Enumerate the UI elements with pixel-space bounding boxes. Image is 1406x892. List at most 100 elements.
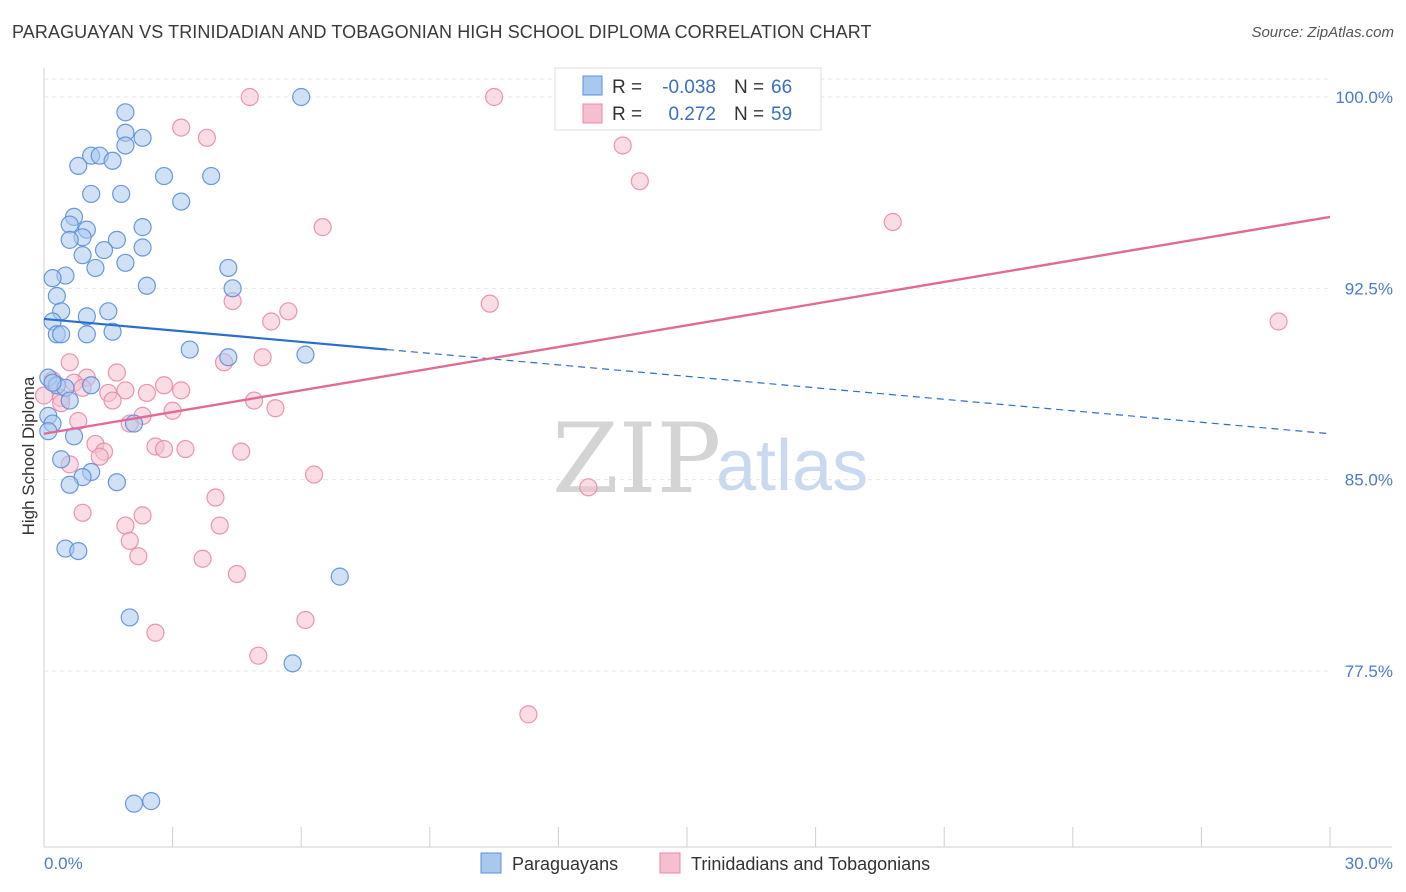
- y-tick-label-3: 77.5%: [1345, 662, 1393, 681]
- watermark-zip: ZIP: [552, 403, 721, 515]
- paraguayan-point-25: [86, 258, 105, 278]
- paraguayan-point-21: [133, 238, 152, 257]
- paraguayan-point-59: [69, 541, 88, 561]
- legend-n-value-blue: 66: [771, 77, 792, 98]
- stats-legend: R = -0.038 N = 66 R = 0.272 N = 59: [554, 67, 822, 131]
- trinidadian-point-1: [485, 87, 504, 107]
- paraguayan-point-23: [73, 246, 92, 265]
- paraguayan-point-61: [120, 608, 139, 627]
- data-points: [34, 87, 1288, 813]
- paraguayan-point-19: [107, 230, 126, 249]
- legend-r-label-blue: R =: [612, 77, 642, 98]
- trinidadian-point-45: [579, 478, 598, 497]
- paraguayan-point-42: [219, 348, 238, 367]
- trinidadian-point-44: [304, 465, 324, 484]
- y-tick-label-0: 100.0%: [1335, 88, 1393, 107]
- paraguayan-point-13: [172, 192, 191, 211]
- paraguayan-point-9: [154, 166, 174, 186]
- axes: [43, 68, 1392, 848]
- trinidadian-point-39: [154, 439, 174, 459]
- watermark-atlas: atlas: [716, 426, 868, 506]
- paraguayan-point-29: [137, 276, 156, 295]
- legend-r-value-blue: -0.038: [662, 77, 716, 98]
- paraguayan-point-7: [103, 151, 122, 170]
- paraguayan-point-47: [60, 391, 79, 410]
- legend-r-value-pink: 0.272: [668, 104, 716, 125]
- paraguayan-point-64: [142, 792, 161, 811]
- trinidadian-point-40: [176, 439, 195, 459]
- trinidadian-point-24: [137, 383, 156, 403]
- y-axis-label: High School Diploma: [19, 376, 38, 535]
- x-tick-label-0: 0.0%: [44, 854, 83, 873]
- paraguayan-point-4: [116, 136, 135, 155]
- trinidadian-point-29: [103, 391, 122, 410]
- trinidadian-point-12: [1269, 312, 1288, 331]
- series-legend-swatch-trinidadians: [659, 852, 681, 874]
- paraguayan-point-8: [69, 156, 88, 175]
- paraguayan-point-36: [103, 322, 122, 341]
- paraguayan-point-16: [133, 218, 152, 237]
- trinidadian-point-20: [154, 376, 174, 395]
- paraguayan-point-62: [283, 654, 302, 673]
- trinidadian-point-31: [266, 399, 285, 418]
- paraguayan-point-38: [52, 325, 71, 344]
- watermark: ZIP atlas: [552, 403, 868, 515]
- series-legend-trinidadians: Trinidadians and Tobagonians: [691, 854, 930, 874]
- y-tick-label-2: 85.0%: [1345, 471, 1393, 490]
- trinidadian-point-53: [193, 549, 212, 568]
- source-label: Source: ZipAtlas.com: [1251, 24, 1394, 41]
- trinidadian-point-10: [279, 302, 298, 321]
- trinidadian-point-30: [244, 391, 264, 410]
- trinidadian-point-54: [227, 564, 246, 584]
- paraguayan-point-57: [107, 473, 126, 492]
- trinidadian-point-50: [210, 516, 229, 535]
- series-trinidadians: [34, 87, 1288, 724]
- paraguayan-point-56: [60, 475, 79, 494]
- paraguayan-point-24: [116, 253, 135, 272]
- trinidadian-point-23: [172, 381, 191, 400]
- paraguayan-point-31: [47, 286, 66, 306]
- trinidadian-point-52: [129, 547, 148, 566]
- paraguayan-point-33: [99, 302, 118, 321]
- trinidadian-point-6: [883, 212, 902, 232]
- paraguayan-point-53: [52, 450, 71, 469]
- trinidadian-point-3: [197, 128, 216, 147]
- chart-title: PARAGUAYAN VS TRINIDADIAN AND TOBAGONIAN…: [12, 22, 872, 42]
- paraguayan-point-30: [223, 279, 242, 298]
- legend-n-label-pink: N =: [734, 104, 764, 125]
- trinidadian-point-48: [133, 506, 152, 525]
- trinidadian-point-49: [116, 516, 135, 535]
- trinidadian-point-0: [240, 87, 259, 107]
- trinidadian-point-51: [120, 531, 139, 550]
- series-legend-swatch-paraguayans: [480, 852, 502, 874]
- paraguayan-point-34: [77, 307, 96, 326]
- series-legend: Paraguayans Trinidadians and Tobagonians: [480, 852, 930, 874]
- trinidadian-point-5: [630, 172, 649, 191]
- y-tick-label-1: 92.5%: [1345, 279, 1393, 298]
- paraguayan-point-26: [219, 258, 238, 278]
- trinidadian-point-7: [313, 218, 332, 237]
- tick-labels: 100.0% 92.5% 85.0% 77.5% 0.0% 30.0%: [44, 88, 1393, 873]
- legend-n-label-blue: N =: [734, 77, 764, 98]
- paraguayan-point-41: [296, 345, 315, 364]
- paraguayan-point-63: [124, 794, 144, 813]
- paraguayan-point-46: [82, 376, 101, 395]
- trinidadian-point-56: [146, 623, 165, 642]
- series-legend-paraguayans: Paraguayans: [512, 854, 618, 874]
- trinidadian-point-41: [232, 442, 251, 461]
- trinidadian-point-47: [73, 503, 92, 522]
- series-paraguayans: [39, 87, 349, 813]
- legend-n-value-pink: 59: [771, 104, 792, 125]
- paraguayan-point-60: [330, 567, 349, 586]
- paraguayan-point-65: [43, 373, 62, 392]
- trinidadian-point-14: [253, 348, 272, 367]
- paraguayan-point-15: [60, 215, 79, 234]
- trend-line-paraguayans-dashed: [386, 348, 1331, 435]
- paraguayan-point-10: [202, 166, 221, 186]
- x-tick-label-1: 30.0%: [1345, 854, 1393, 873]
- trinidadian-point-16: [107, 363, 126, 382]
- paraguayan-point-20: [60, 230, 79, 249]
- paraguayan-point-12: [112, 184, 131, 204]
- trinidadian-point-58: [519, 705, 538, 724]
